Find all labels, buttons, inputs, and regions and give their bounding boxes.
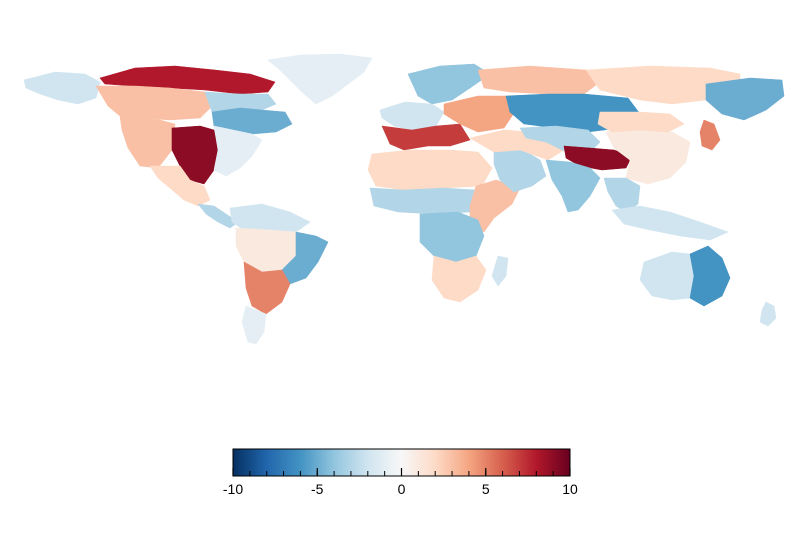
region-western-usa — [119, 115, 176, 169]
colorbar-tick-label: 5 — [482, 481, 490, 497]
region-northern-russia — [477, 65, 601, 95]
region-central-america — [197, 203, 239, 229]
region-madagascar — [491, 255, 509, 287]
colorbar-tick-label: -10 — [223, 481, 243, 497]
region-mongolia — [597, 111, 685, 133]
region-southern-africa — [431, 255, 487, 303]
region-north-africa-sahara — [367, 149, 493, 191]
region-mediterranean-europe — [381, 123, 471, 151]
region-japan — [699, 119, 721, 151]
region-western-europe — [379, 101, 445, 131]
colorbar: -10 -5 0 5 10 — [223, 448, 578, 497]
colorbar-tick-label: 0 — [398, 481, 406, 497]
region-new-zealand — [759, 301, 777, 327]
world-map — [23, 53, 785, 345]
region-southern-andes-patagonia — [241, 305, 267, 345]
colorbar-tick-label: -5 — [311, 481, 324, 497]
colorbar-border — [232, 448, 571, 477]
colorbar-tick-label: 10 — [562, 481, 578, 497]
region-sahel — [369, 187, 485, 215]
region-eastern-europe — [443, 95, 517, 133]
region-eastern-brazil — [281, 231, 329, 285]
region-australia-west — [639, 251, 695, 301]
colorbar-ticks: -10 -5 0 5 10 — [223, 448, 578, 497]
region-india — [545, 159, 601, 213]
region-scandinavia — [407, 63, 491, 105]
region-indonesia-philippines — [611, 205, 729, 241]
region-southern-great-plains — [171, 125, 219, 185]
region-mexico — [149, 165, 211, 207]
region-greenland — [267, 53, 373, 105]
region-western-canada — [95, 85, 211, 121]
region-eastern-usa — [213, 125, 263, 177]
land-regions — [23, 53, 785, 345]
region-central-africa — [419, 211, 485, 263]
region-gran-chaco — [243, 261, 291, 315]
region-far-east-russia — [705, 77, 785, 121]
region-australia-east — [689, 245, 731, 307]
region-alaska — [23, 71, 101, 105]
region-northern-south-america — [229, 203, 311, 233]
region-tibetan-plateau — [563, 145, 633, 171]
